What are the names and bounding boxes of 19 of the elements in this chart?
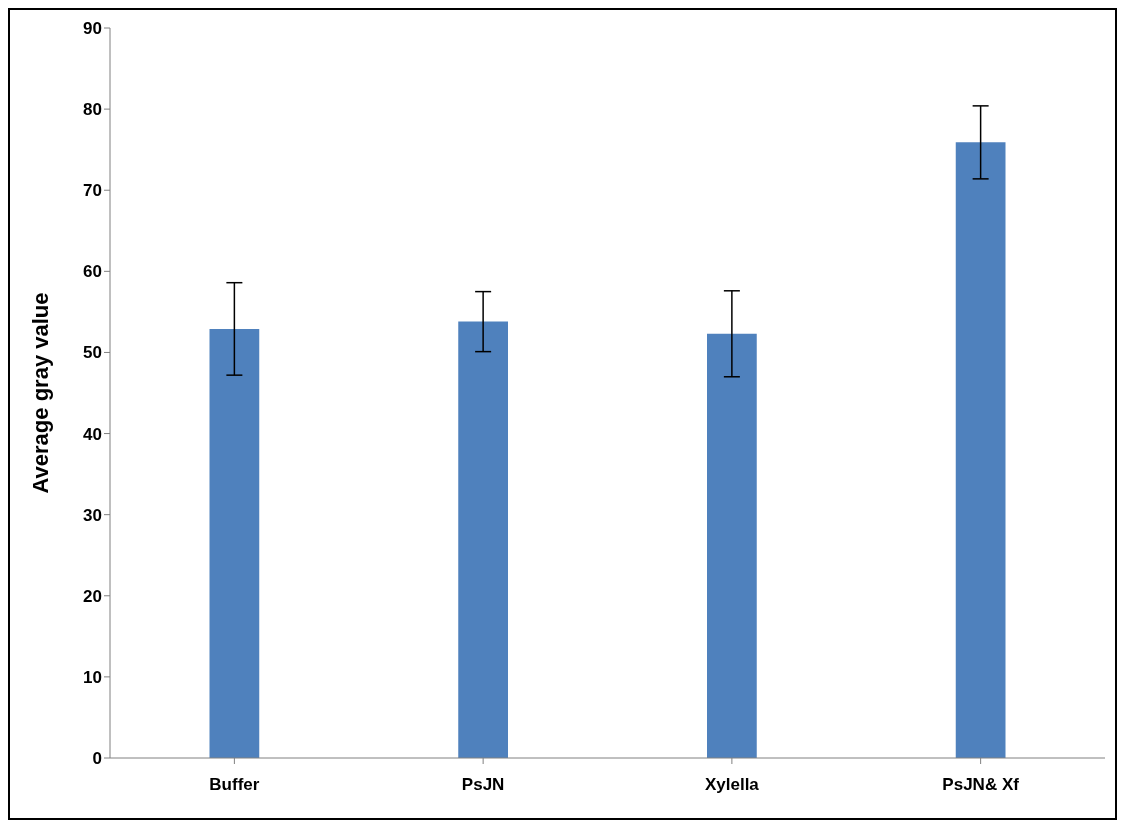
y-tick-label: 0 (92, 749, 102, 769)
x-tick-label: Buffer (209, 775, 260, 795)
y-tick-label: 40 (83, 424, 102, 444)
x-tick-label: PsJN (461, 775, 505, 795)
y-axis-title: Average gray value (27, 292, 53, 494)
y-tick-label: 20 (83, 586, 102, 606)
bar (955, 142, 1006, 758)
y-tick-label: 10 (83, 667, 102, 687)
y-tick-label: 90 (83, 19, 102, 39)
y-tick-label: 60 (83, 262, 102, 282)
y-tick-label: 50 (83, 343, 102, 363)
bar (209, 328, 260, 758)
bar (707, 333, 757, 758)
x-tick-label: PsJN& Xf (942, 775, 1020, 795)
y-tick-label: 70 (83, 181, 102, 201)
y-tick-label: 80 (83, 100, 102, 120)
x-tick-label: Xylella (704, 775, 760, 795)
y-tick-label: 30 (83, 505, 102, 525)
bar (458, 321, 508, 758)
